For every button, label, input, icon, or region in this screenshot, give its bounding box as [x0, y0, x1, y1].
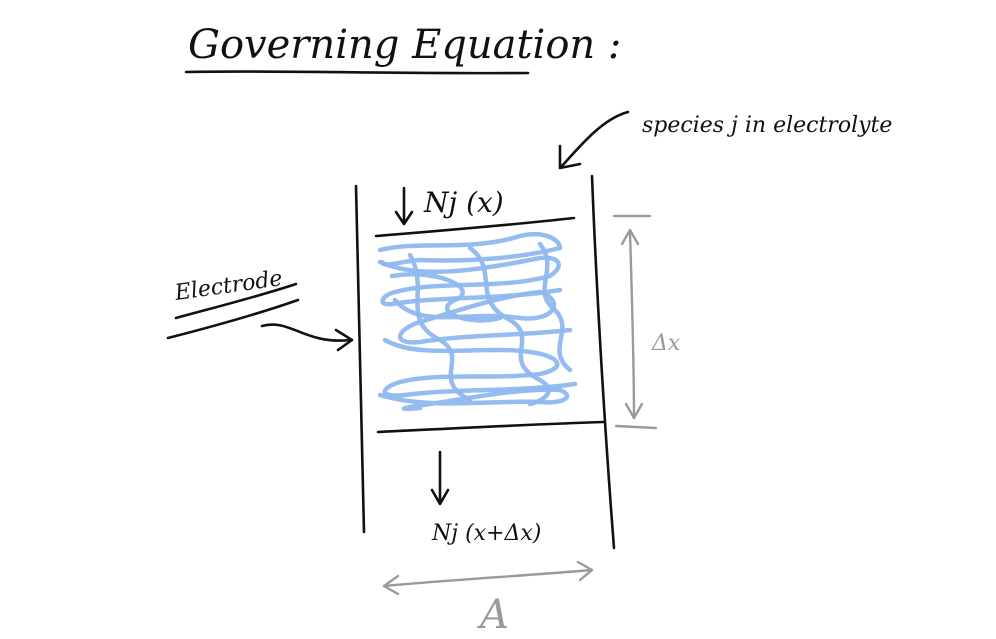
flux-out-arrow-head — [430, 488, 450, 506]
electrode-underline-2 — [166, 298, 300, 340]
area-arrow-head-right — [576, 560, 594, 582]
area-dimension-line — [382, 568, 594, 588]
right-wall — [590, 174, 616, 550]
dx-dimension-line — [628, 230, 636, 420]
area-label: A — [476, 592, 509, 638]
top-boundary — [374, 216, 576, 238]
dx-label: Δx — [651, 331, 681, 356]
dx-arrow-head-top — [620, 228, 640, 246]
electrolyte-scribble — [377, 231, 578, 412]
dx-arrow-head-bottom — [624, 402, 644, 420]
flux-out-label: Nj (x+Δx) — [431, 521, 541, 546]
flux-in-label: Nj (x) — [423, 186, 504, 219]
flux-in-arrow-head — [394, 210, 414, 226]
electrode-arrow — [260, 323, 352, 342]
left-wall — [354, 184, 366, 534]
electrode-underline-1 — [174, 282, 298, 320]
species-arrow-head — [558, 144, 582, 170]
electrode-label: Electrode — [172, 266, 284, 306]
bottom-boundary — [376, 420, 606, 434]
title-text: Governing Equation : — [188, 22, 621, 68]
dx-bottom-tick — [614, 424, 658, 430]
title-underline — [184, 70, 530, 75]
electrode-arrow-head — [334, 328, 354, 352]
area-arrow-head-left — [382, 574, 400, 596]
species-arrow — [560, 110, 630, 168]
species-label: species j in electrolyte — [642, 113, 892, 138]
